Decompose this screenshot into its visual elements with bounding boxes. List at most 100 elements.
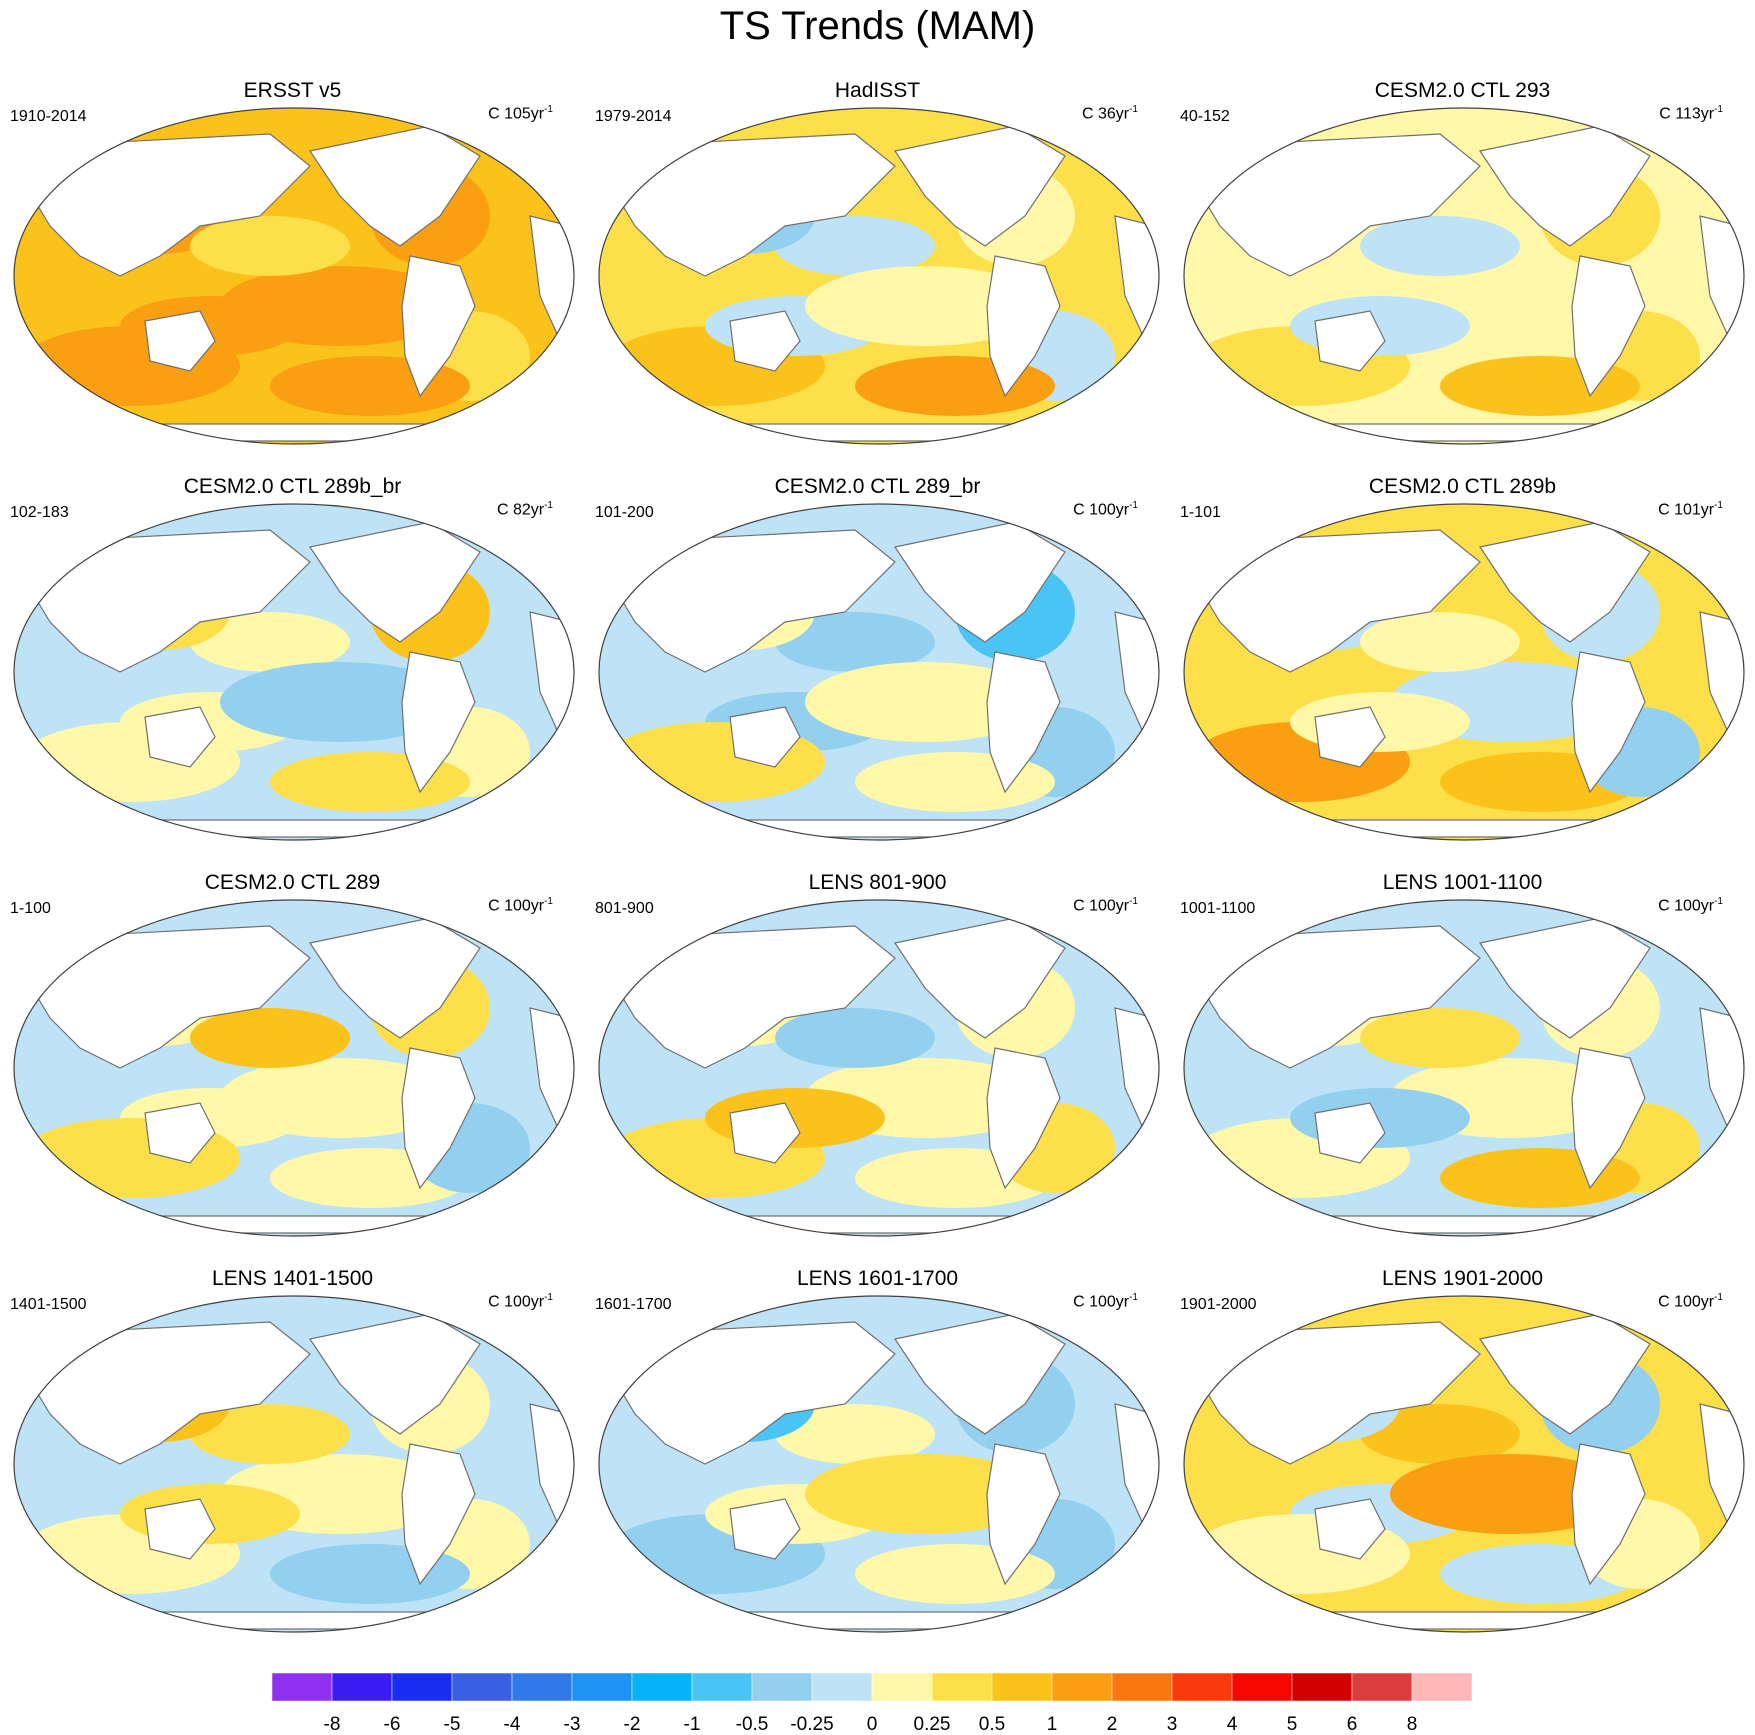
colorbar-swatch: [751, 1673, 813, 1702]
units-prefix: C: [1658, 1293, 1675, 1311]
map-panel: CESM2.0 CTL 293 40-152 C 113yr-1: [1170, 0, 1755, 445]
land-asia: [616, 133, 896, 277]
colorbar-label: 0: [867, 1714, 878, 1735]
units-exponent: -1: [544, 500, 553, 511]
panel-units: C 100yr-1: [1658, 1292, 1723, 1311]
colorbar-swatch: [1051, 1673, 1113, 1702]
land-australia: [1314, 1498, 1386, 1560]
colorbar-label: -2: [624, 1714, 641, 1735]
panel-title: LENS 1001-1100: [1382, 871, 1543, 894]
land-asia: [31, 133, 311, 277]
colorbar-swatch: [511, 1673, 573, 1702]
land-south-america: [401, 255, 476, 398]
colorbar: -8 -6 -5 -4 -3 -2 -1 -0.5 -0.25 0 0.25 0.5 1 2 3 4 5 6 8: [272, 1673, 1473, 1735]
units-exponent: -1: [1714, 500, 1723, 511]
panel-units: C 100yr-1: [1073, 896, 1138, 915]
colorbar-label: 1: [1047, 1714, 1058, 1735]
colorbar-label: -5: [444, 1714, 461, 1735]
panel-years: 1401-1500: [10, 1296, 87, 1313]
colorbar-swatch: [391, 1673, 453, 1702]
land-south-america: [1571, 1443, 1646, 1586]
colorbar-label: -3: [564, 1714, 581, 1735]
units-value: 36yr: [1097, 105, 1130, 123]
world-map: [13, 503, 575, 841]
units-value: 82yr: [512, 501, 545, 519]
units-value: 100yr: [1674, 1293, 1715, 1311]
units-prefix: C: [488, 1293, 505, 1311]
world-map: [13, 107, 575, 445]
map-outline: [598, 503, 1160, 841]
units-value: 100yr: [504, 1293, 545, 1311]
land-south-america: [986, 1443, 1061, 1586]
panel-years: 1-100: [10, 900, 51, 917]
panel-years: 40-152: [1180, 108, 1230, 125]
trend-region: [775, 1008, 935, 1068]
colorbar-swatch: [691, 1673, 753, 1702]
land-antarctica: [1219, 1611, 1721, 1630]
panel-units: C 105yr-1: [488, 104, 553, 123]
world-map: [598, 107, 1160, 445]
land-south-america: [401, 1443, 476, 1586]
trend-region: [775, 612, 935, 672]
panel-title: CESM2.0 CTL 289b_br: [183, 475, 402, 498]
world-map: [1183, 899, 1745, 1237]
colorbar-swatch: [331, 1673, 393, 1702]
world-map: [1183, 503, 1745, 841]
land-australia: [1314, 706, 1386, 768]
trend-region: [805, 662, 1045, 742]
map-panel: CESM2.0 CTL 289_br 101-200 C 100yr-1: [585, 396, 1170, 841]
world-map: [1183, 107, 1745, 445]
trend-region: [775, 216, 935, 276]
panel-units: C 82yr-1: [497, 500, 553, 519]
units-value: 113yr: [1675, 105, 1715, 123]
map-panel: CESM2.0 CTL 289 1-100 C 100yr-1: [0, 792, 585, 1237]
units-exponent: -1: [1714, 1292, 1723, 1303]
world-map: [598, 1295, 1160, 1633]
trend-region: [1360, 612, 1520, 672]
panel-units: C 100yr-1: [1073, 500, 1138, 519]
map-panel: HadISST 1979-2014 C 36yr-1: [585, 0, 1170, 445]
units-prefix: C: [1659, 105, 1676, 123]
colorbar-swatch: [871, 1673, 933, 1702]
panel-title: LENS 1601-1700: [796, 1267, 959, 1290]
trend-region: [1360, 1404, 1520, 1464]
trend-region: [220, 1058, 460, 1138]
units-value: 100yr: [1674, 897, 1715, 915]
panel-units: C 36yr-1: [1082, 104, 1138, 123]
map-outline: [13, 107, 575, 445]
colorbar-label: 8: [1407, 1714, 1418, 1735]
map-panel: LENS 1001-1100 1001-1100 C 100yr-1: [1170, 792, 1755, 1237]
map-outline: [598, 107, 1160, 445]
colorbar-swatch: [931, 1673, 993, 1702]
figure-title: TS Trends (MAM): [719, 4, 1036, 48]
map-outline: [13, 503, 575, 841]
units-prefix: C: [1658, 501, 1675, 519]
trend-region: [775, 1404, 935, 1464]
map-panel: ERSST v5 1910-2014 C 105yr-1: [0, 0, 585, 445]
colorbar-swatch: [1351, 1673, 1413, 1702]
land-antarctica: [49, 1611, 551, 1630]
map-panel: CESM2.0 CTL 289b 1-101 C 101yr-1: [1170, 396, 1755, 841]
panel-title: ERSST v5: [243, 79, 342, 102]
map-outline: [1183, 1295, 1745, 1633]
land-asia: [31, 1321, 311, 1465]
panel-years: 1979-2014: [595, 108, 672, 125]
panel-title: LENS 801-900: [808, 871, 947, 894]
colorbar-label: 0.5: [979, 1714, 1005, 1735]
panel-title: LENS 1401-1500: [211, 1267, 374, 1290]
trend-region: [190, 1008, 350, 1068]
units-exponent: -1: [1129, 896, 1138, 907]
colorbar-swatch: [1231, 1673, 1293, 1702]
map-panel: LENS 1901-2000 1901-2000 C 100yr-1: [1170, 1188, 1755, 1633]
colorbar-swatch: [571, 1673, 633, 1702]
world-map: [13, 1295, 575, 1633]
land-south-america: [1571, 651, 1646, 794]
land-australia: [1314, 310, 1386, 372]
colorbar-label: 4: [1227, 1714, 1238, 1735]
units-value: 100yr: [504, 897, 545, 915]
colorbar-label: 6: [1347, 1714, 1358, 1735]
units-prefix: C: [1073, 501, 1090, 519]
world-map: [598, 503, 1160, 841]
world-map: [598, 899, 1160, 1237]
